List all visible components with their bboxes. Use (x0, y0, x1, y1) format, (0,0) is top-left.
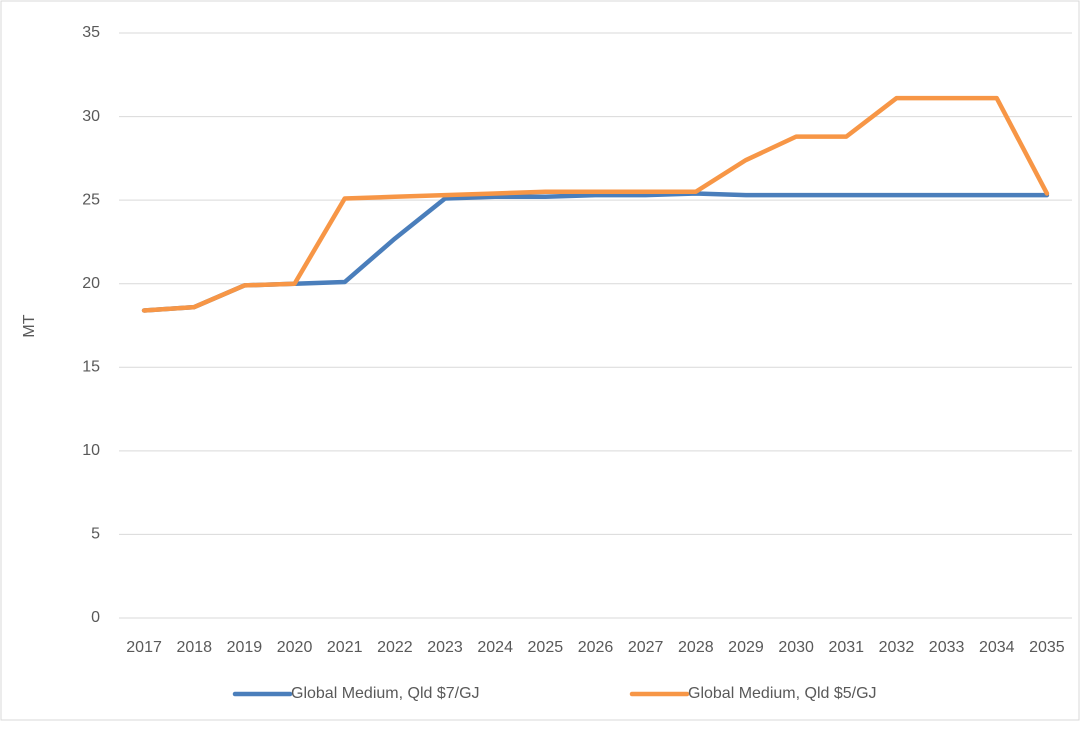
x-tick-label: 2024 (477, 639, 513, 656)
x-tick-label: 2022 (377, 639, 413, 656)
x-tick-label: 2028 (678, 639, 714, 656)
legend-label: Global Medium, Qld $5/GJ (688, 685, 877, 702)
y-tick-label: 0 (91, 609, 100, 626)
x-tick-label: 2023 (427, 639, 463, 656)
x-tick-label: 2031 (828, 639, 864, 656)
x-tick-label: 2035 (1029, 639, 1065, 656)
y-tick-label: 35 (82, 24, 100, 41)
x-tick-label: 2025 (528, 639, 564, 656)
y-tick-label: 20 (82, 275, 100, 292)
y-tick-label: 30 (82, 108, 100, 125)
x-tick-label: 2030 (778, 639, 814, 656)
x-tick-label: 2021 (327, 639, 363, 656)
x-tick-label: 2019 (227, 639, 263, 656)
x-tick-label: 2034 (979, 639, 1015, 656)
legend-label: Global Medium, Qld $7/GJ (291, 685, 480, 702)
x-tick-label: 2026 (578, 639, 614, 656)
y-tick-label: 5 (91, 526, 100, 543)
x-tick-label: 2020 (277, 639, 313, 656)
x-tick-label: 2029 (728, 639, 764, 656)
x-tick-label: 2017 (126, 639, 162, 656)
x-tick-label: 2018 (176, 639, 212, 656)
x-tick-label: 2027 (628, 639, 664, 656)
y-tick-label: 10 (82, 442, 100, 459)
y-axis-label: MT (21, 314, 38, 337)
x-tick-label: 2032 (879, 639, 915, 656)
y-tick-label: 25 (82, 191, 100, 208)
x-tick-label: 2033 (929, 639, 965, 656)
y-tick-label: 15 (82, 359, 100, 376)
series-line (141, 95, 1050, 313)
